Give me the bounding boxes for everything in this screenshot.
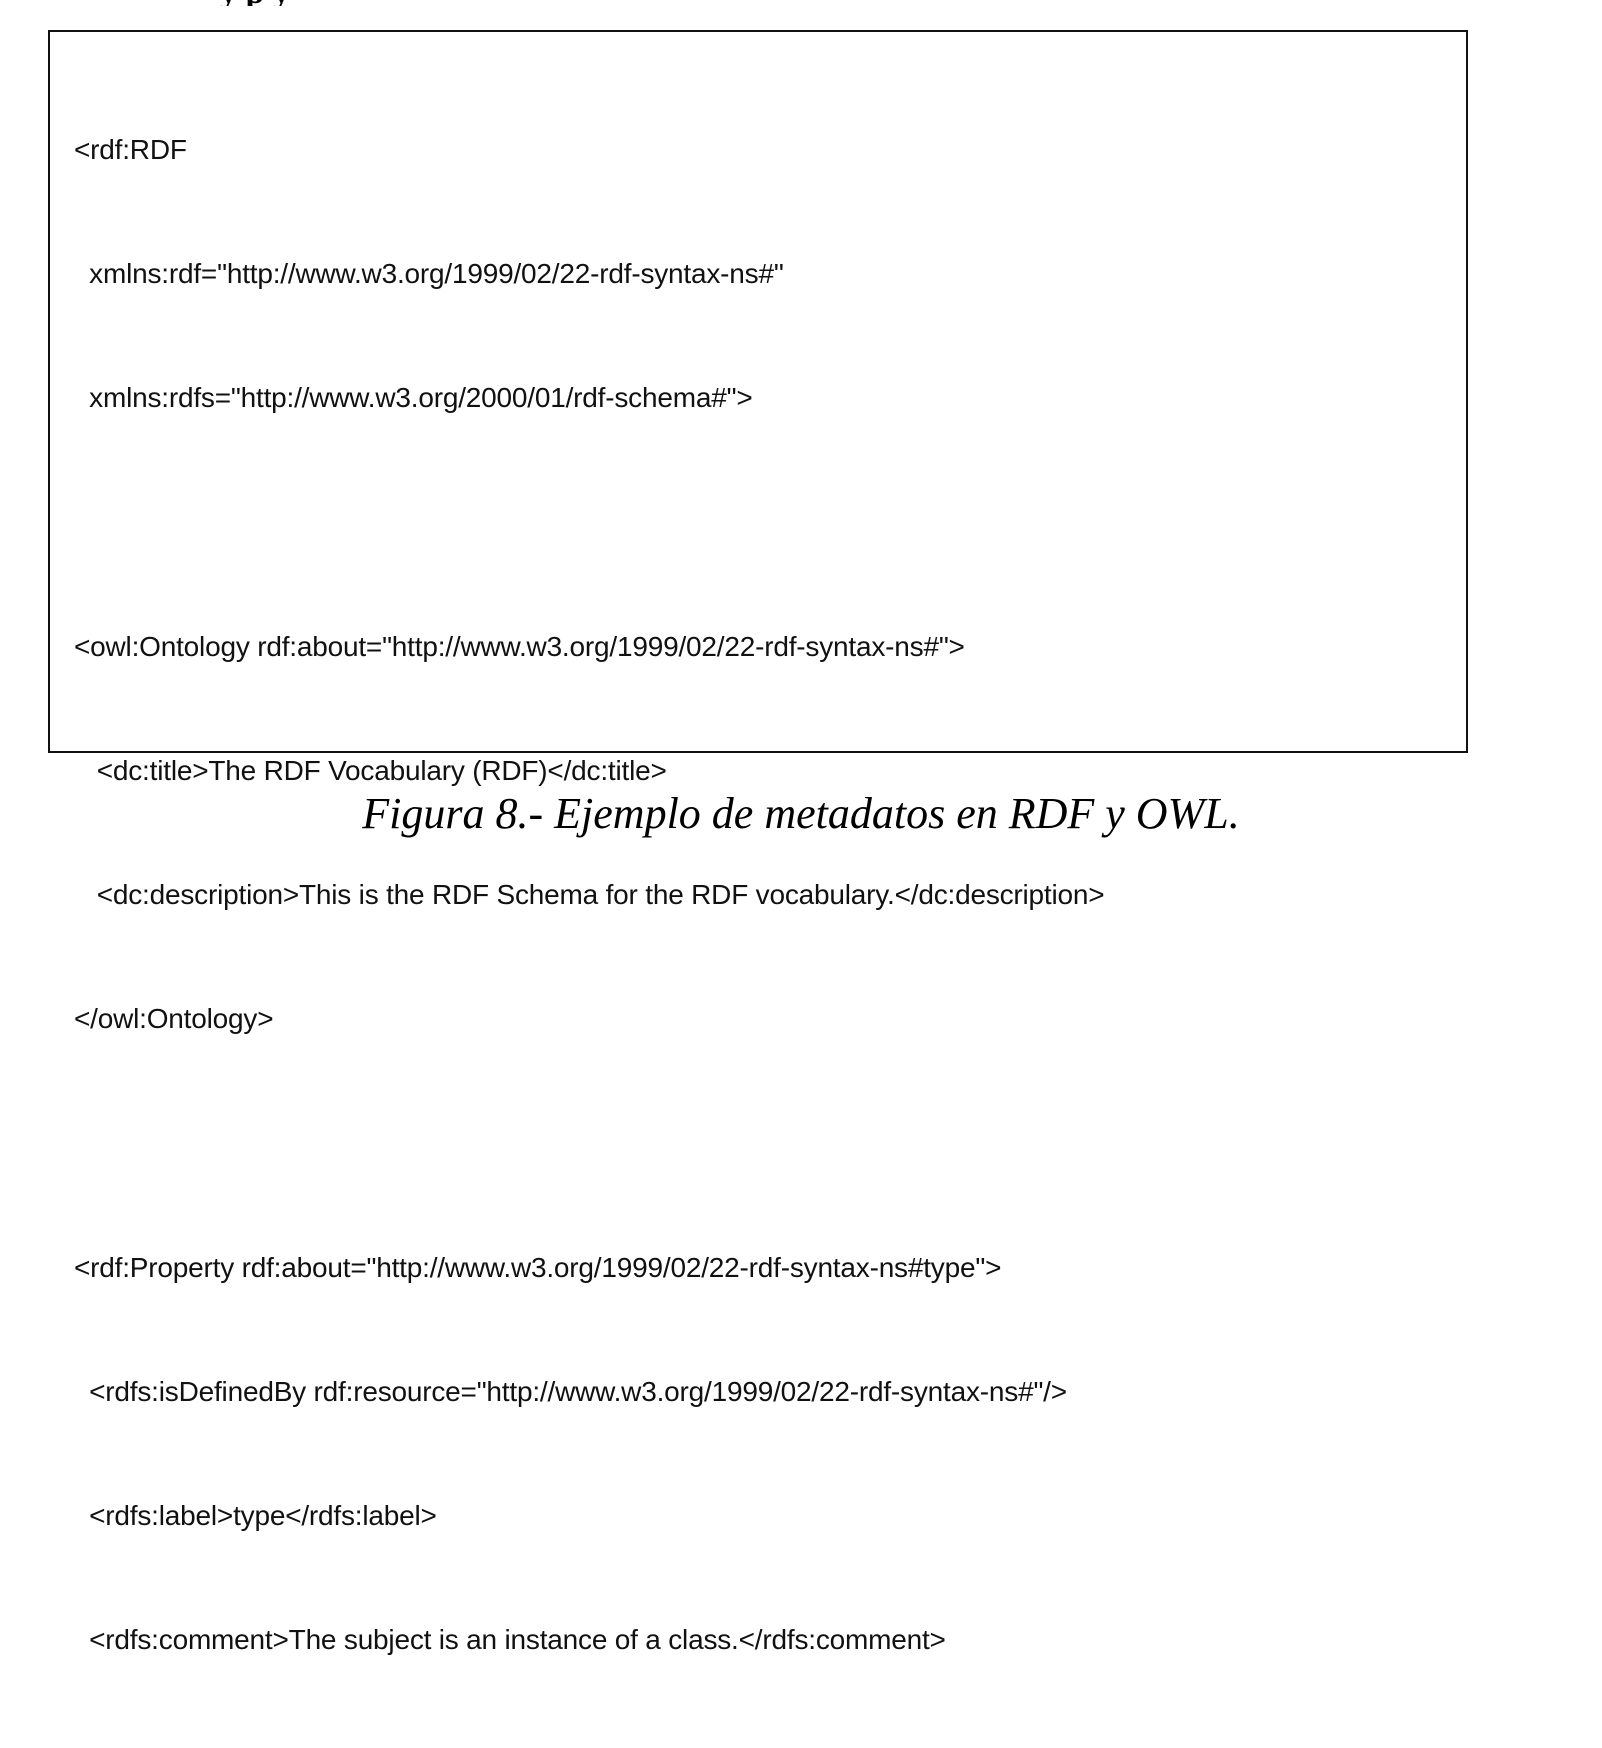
code-line: xmlns:rdfs="http://www.w3.org/2000/01/rd…: [74, 382, 753, 414]
code-line: <rdfs:isDefinedBy rdf:resource="http://w…: [74, 1375, 1067, 1407]
cut-off-heading: y p y: [0, 0, 1602, 6]
code-line: [74, 1122, 1104, 1163]
code-listing-box: <rdf:RDF xmlns:rdf="http://www.w3.org/19…: [48, 30, 1468, 1655]
code-line: </owl:Ontology>: [74, 1003, 274, 1035]
figure-caption: Figura 8.- Ejemplo de metadatos en RDF y…: [362, 789, 1240, 838]
code-line: <rdf:Property rdf:about="http://www.w3.o…: [74, 1251, 1002, 1283]
code-line: <rdfs:comment>The subject is an instance…: [74, 1624, 946, 1656]
code-line: [74, 501, 1104, 542]
code-line: xmlns:rdf="http://www.w3.org/1999/02/22-…: [74, 258, 784, 290]
code-line: <rdfs:label>type</rdfs:label>: [74, 1500, 437, 1532]
code-line: <rdfs:range rdf:resource="http://www.w3.…: [74, 1743, 1104, 1748]
code-line: <dc:title>The RDF Vocabulary (RDF)</dc:t…: [74, 754, 667, 786]
heading-fragment: y p y: [220, 0, 290, 6]
code-line: <dc:description>This is the RDF Schema f…: [74, 879, 1105, 911]
code-line: <owl:Ontology rdf:about="http://www.w3.o…: [74, 630, 965, 662]
code-listing: <rdf:RDF xmlns:rdf="http://www.w3.org/19…: [74, 46, 1105, 1748]
code-line: <rdf:RDF: [74, 133, 187, 165]
